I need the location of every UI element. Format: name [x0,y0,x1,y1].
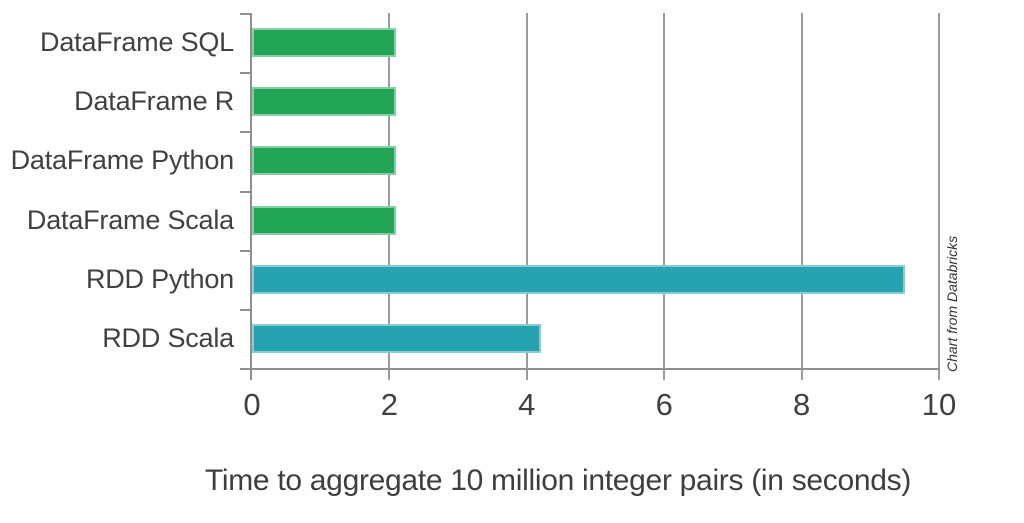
x-axis-line [240,368,940,370]
gridline-x-6 [663,13,666,380]
x-tick-label-6: 6 [655,387,673,422]
chart-title: Time to aggregate 10 million integer pai… [204,464,912,497]
y-axis-tick [240,308,252,311]
y-axis-tick [240,13,252,15]
category-label-dataframe-r: DataFrame R [74,86,234,117]
x-tick-label-2: 2 [380,387,399,422]
x-tick-label-4: 4 [518,387,536,422]
gridline-x-8 [800,13,803,380]
x-tick-label-8: 8 [792,387,811,422]
gridline-x-4 [525,13,528,380]
bar-dataframe-scala [252,205,397,235]
y-axis-tick [240,190,252,193]
bar-dataframe-r [252,87,397,117]
category-label-dataframe-scala: DataFrame Scala [26,204,234,235]
category-label-rdd-python: RDD Python [85,263,234,294]
y-axis-tick [240,131,252,134]
y-axis-line [250,13,252,380]
y-axis-tick [240,249,252,252]
x-tick-label-10: 10 [921,387,957,422]
category-label-dataframe-sql: DataFrame SQL [40,27,234,58]
credit-note: Chart from Databricks [944,235,960,372]
bar-dataframe-sql [252,28,397,57]
gridline-x-2 [388,13,391,380]
bar-rdd-python [252,264,905,294]
bar-dataframe-python [252,146,397,176]
y-axis-tick [240,368,252,371]
category-label-rdd-scala: RDD Scala [102,322,234,353]
category-label-dataframe-python: DataFrame Python [10,145,235,176]
gridline-x-10 [938,13,940,380]
x-tick-label-0: 0 [243,387,261,422]
y-axis-tick [240,72,252,75]
bar-rdd-scala [252,323,541,353]
